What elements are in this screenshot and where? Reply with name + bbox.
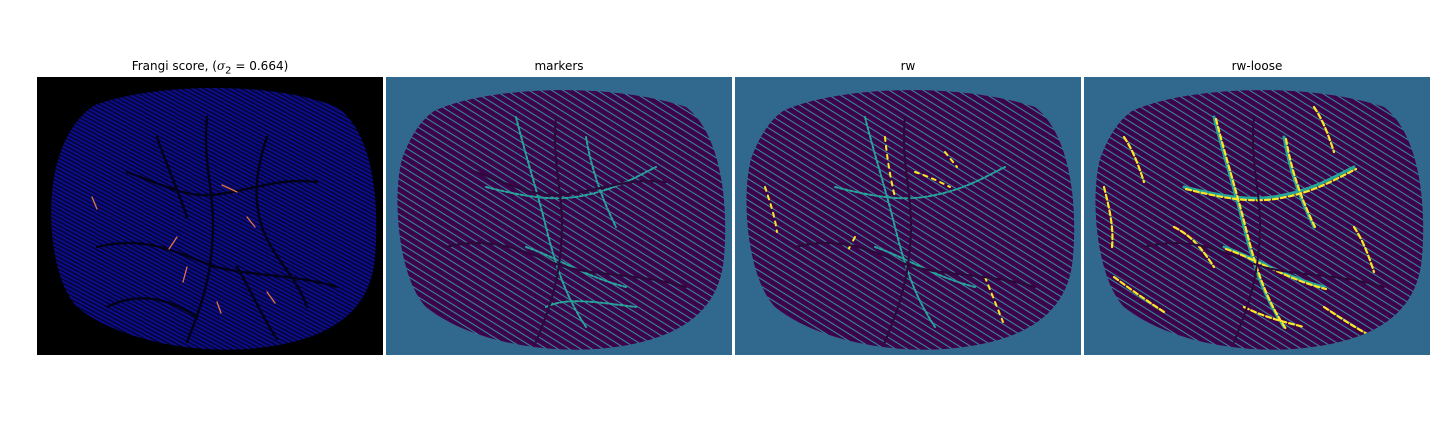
frangi-panel [37, 77, 383, 355]
rw-panel-title: rw [900, 59, 916, 73]
rw-image [735, 77, 1081, 355]
rw-loose-panel-title: rw-loose [1231, 59, 1283, 73]
markers-panel-title: markers [534, 59, 584, 73]
rw-panel [735, 77, 1081, 355]
rw-loose-image [1084, 77, 1430, 355]
frangi-image [37, 77, 383, 355]
frangi-panel-title: Frangi score, (σ2 = 0.664) [131, 59, 289, 77]
markers-image [386, 77, 732, 355]
markers-panel [386, 77, 732, 355]
rw-loose-panel [1084, 77, 1430, 355]
